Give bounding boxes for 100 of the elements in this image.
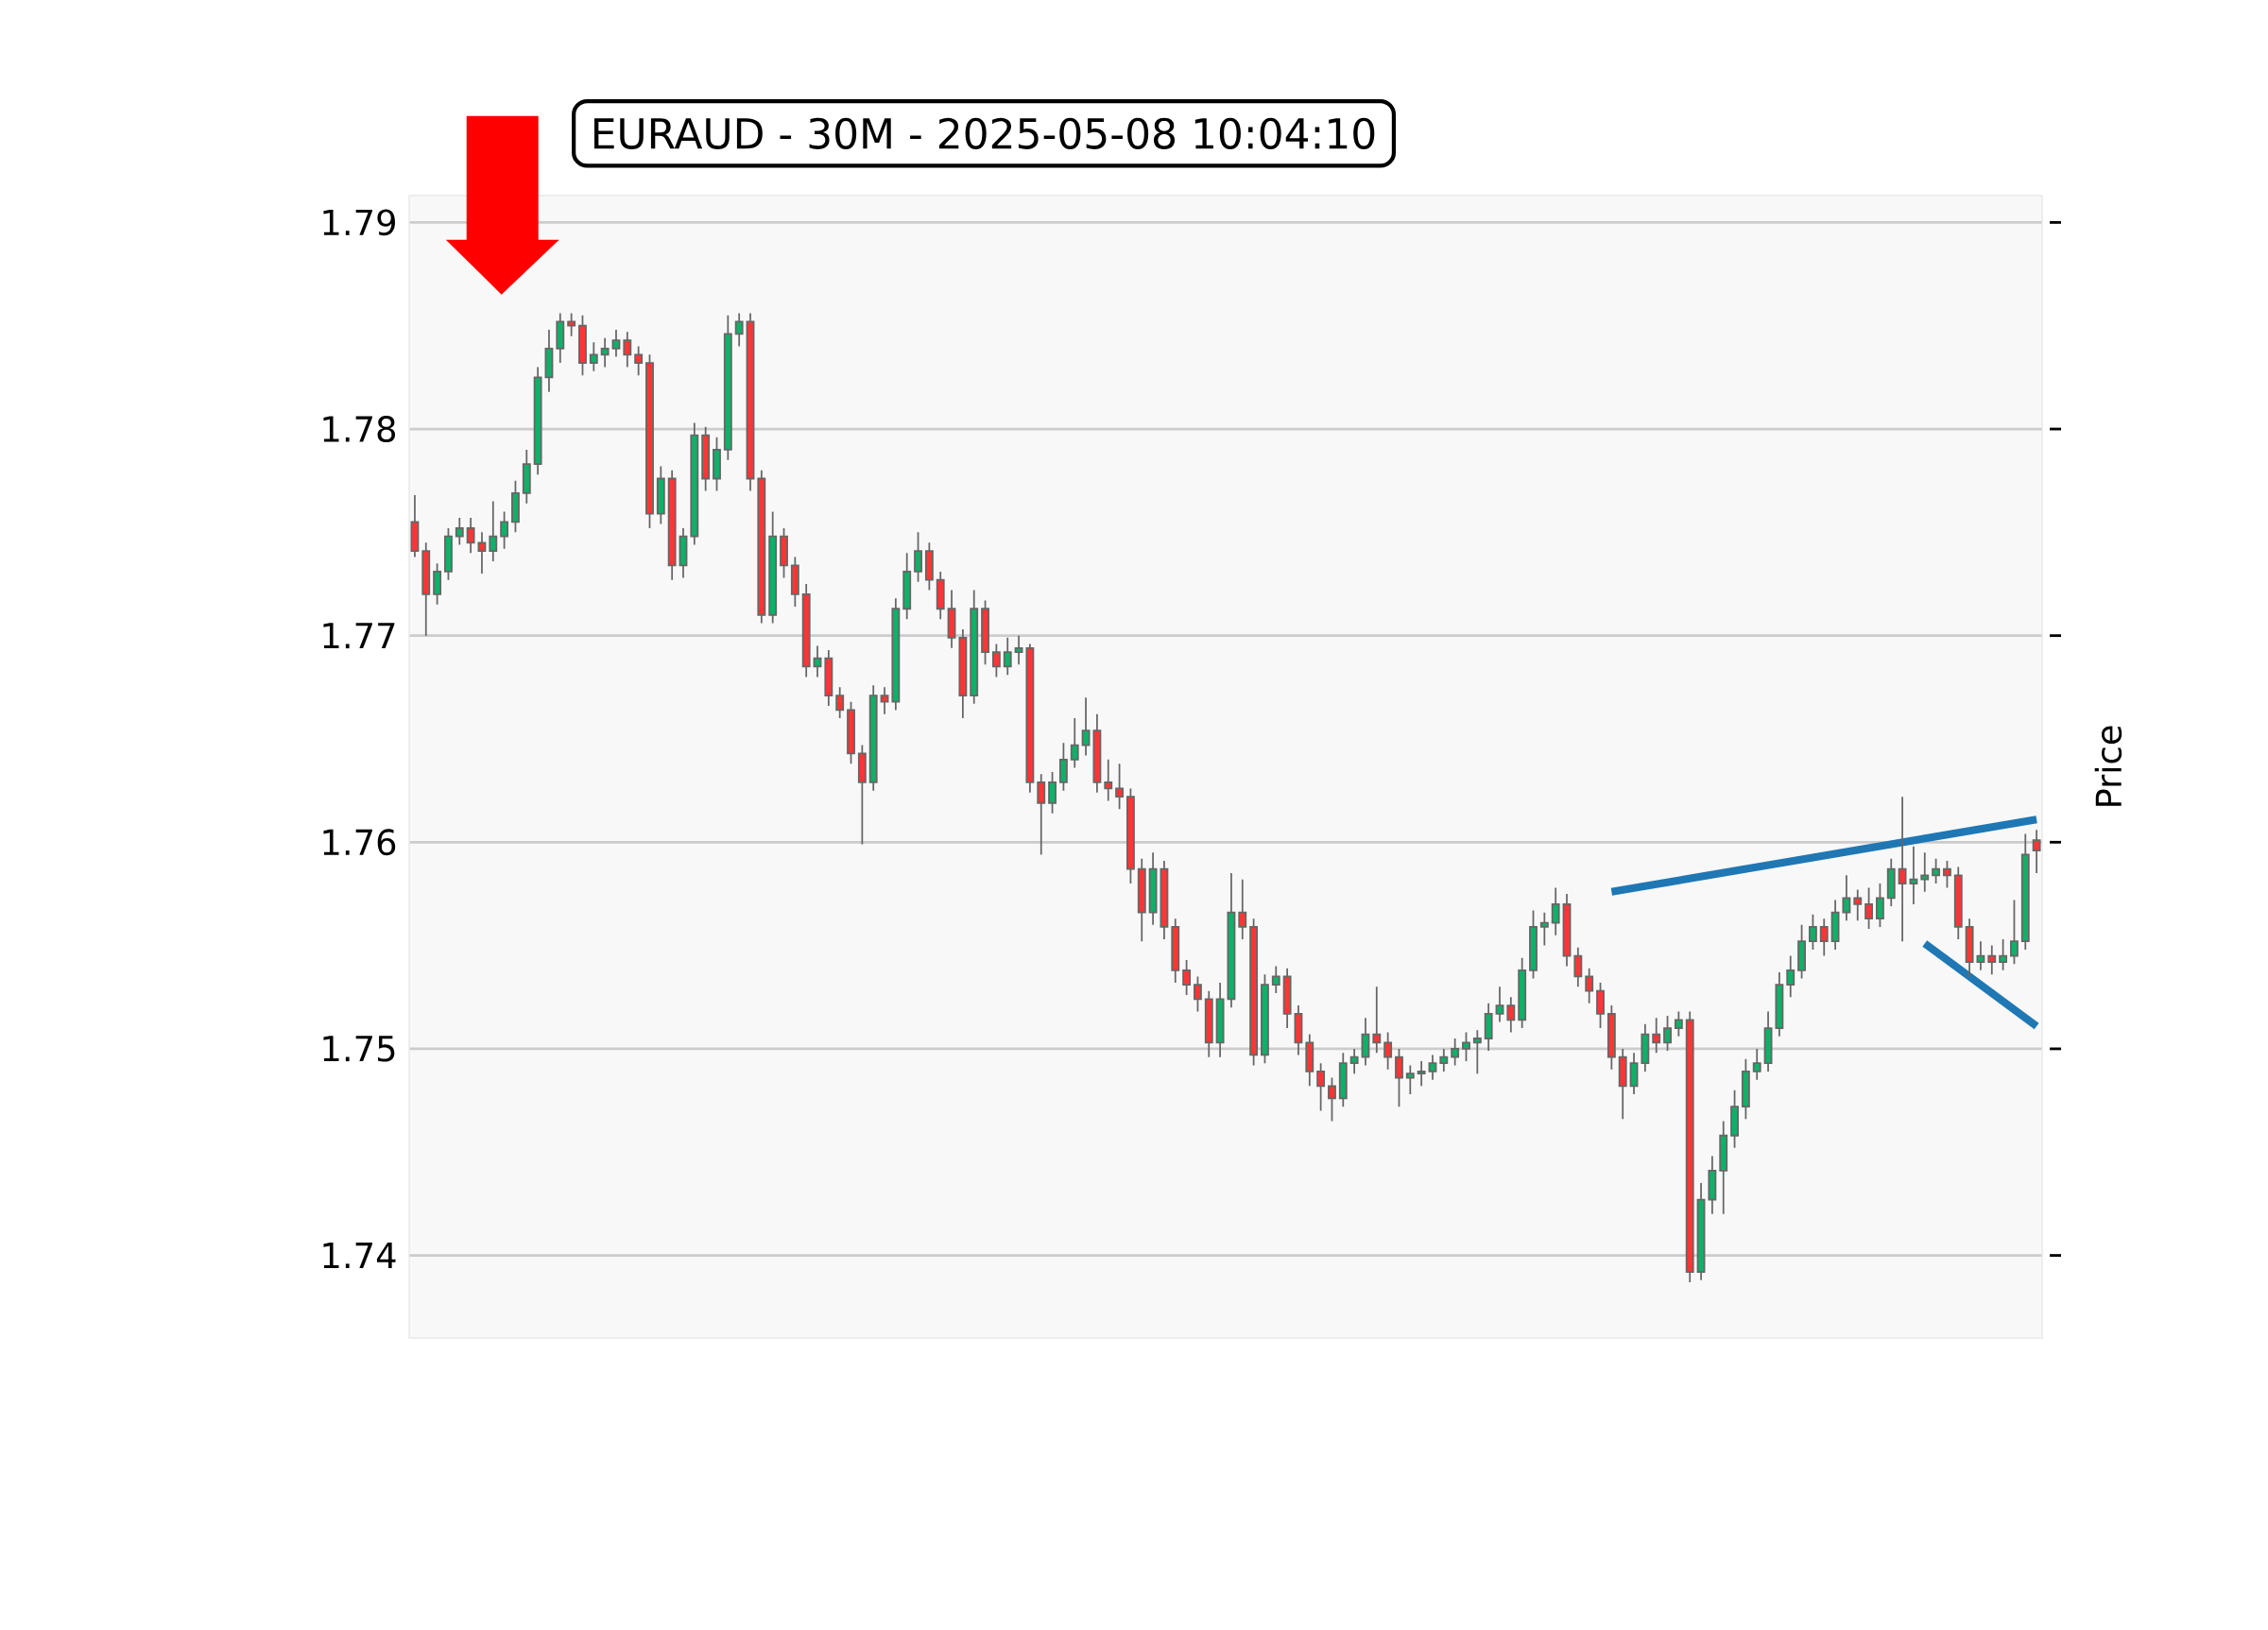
- candlestick: [589, 341, 598, 372]
- candlestick: [444, 527, 453, 581]
- candlestick: [701, 425, 711, 492]
- candlestick: [1451, 1038, 1460, 1067]
- candlestick: [667, 469, 677, 581]
- candlestick: [634, 345, 644, 377]
- candlestick: [1830, 899, 1840, 951]
- candlestick: [1417, 1060, 1426, 1088]
- candlestick: [645, 353, 654, 529]
- candlestick: [1148, 851, 1158, 926]
- candlestick: [1562, 893, 1572, 968]
- candlestick: [1864, 886, 1874, 930]
- candlestick: [813, 644, 822, 678]
- y-tick-label: 1.79: [323, 209, 395, 236]
- candlestick: [1349, 1048, 1359, 1075]
- candlestick: [914, 531, 922, 583]
- candlestick: [868, 684, 878, 792]
- candlestick: [600, 336, 610, 369]
- candlestick: [623, 331, 632, 369]
- candlestick: [511, 479, 520, 534]
- candlestick: [433, 562, 442, 606]
- candlestick: [1606, 1004, 1616, 1071]
- candlestick: [1629, 1052, 1639, 1095]
- candlestick: [1953, 866, 1963, 940]
- candlestick: [1596, 982, 1605, 1029]
- candlestick: [1125, 787, 1135, 884]
- candlestick: [1104, 758, 1113, 802]
- candlestick: [679, 527, 688, 579]
- candlestick: [757, 469, 766, 625]
- candlestick: [824, 649, 833, 707]
- candlestick: [1808, 913, 1817, 951]
- candlestick: [835, 686, 845, 719]
- candlestick: [410, 494, 420, 558]
- candlestick: [1439, 1048, 1449, 1072]
- y-tick-label: 1.77: [323, 623, 395, 649]
- candlestick: [611, 329, 621, 358]
- candlestick: [801, 583, 811, 678]
- candlestick: [1003, 636, 1012, 677]
- candlestick: [1305, 1033, 1314, 1088]
- candlestick: [567, 312, 576, 337]
- candlestick: [1238, 878, 1247, 940]
- candlestick: [891, 597, 901, 712]
- candlestick: [1641, 1022, 1650, 1072]
- y-tick-label: 1.76: [323, 829, 396, 856]
- candlestick: [1976, 940, 1985, 971]
- candlestick: [522, 449, 531, 505]
- candlestick: [981, 599, 989, 666]
- candlestick: [1271, 965, 1280, 994]
- candlestick: [1261, 973, 1269, 1065]
- candlestick: [1585, 967, 1594, 1004]
- candlestick: [500, 510, 509, 550]
- chart-title: EURAUD - 30M - 2025-05-08 10:04:10: [594, 117, 1375, 149]
- candlestick: [1663, 1015, 1672, 1052]
- candlestick: [1182, 959, 1192, 996]
- candlestick: [1965, 918, 1974, 978]
- candlestick: [1495, 986, 1504, 1023]
- candlestick: [1025, 643, 1035, 794]
- candlestick: [1708, 1155, 1717, 1215]
- candlestick: [1428, 1054, 1437, 1081]
- candlestick: [421, 541, 431, 637]
- candlestick: [857, 744, 867, 846]
- candlestick: [1674, 1010, 1683, 1038]
- candlestick: [477, 531, 487, 575]
- candlestick: [1539, 911, 1549, 947]
- candlestick: [1797, 923, 1806, 980]
- candlestick: [1506, 996, 1516, 1034]
- candlestick: [1294, 1004, 1303, 1056]
- candlestick: [991, 643, 1001, 678]
- candlestick: [924, 541, 934, 592]
- candlestick: [1171, 918, 1180, 984]
- candlestick: [1741, 1057, 1750, 1121]
- y-tick-label: 1.75: [323, 1036, 395, 1062]
- candlestick: [1204, 989, 1213, 1058]
- candlestick: [1282, 967, 1292, 1029]
- candlestick: [970, 589, 979, 705]
- candlestick: [1338, 1052, 1348, 1108]
- candlestick: [1551, 886, 1560, 936]
- candlestick: [1886, 857, 1896, 907]
- candlestick: [790, 556, 799, 608]
- candlestick: [1484, 1002, 1493, 1052]
- candlestick: [2020, 832, 2030, 951]
- candlestick: [1719, 1120, 1728, 1215]
- candlestick: [768, 510, 778, 625]
- candlestick: [936, 571, 945, 621]
- candlestick: [1518, 956, 1527, 1029]
- candlestick: [544, 329, 554, 393]
- candlestick: [1573, 946, 1583, 988]
- candlestick: [1037, 773, 1046, 856]
- candlestick: [1372, 986, 1382, 1055]
- candlestick: [1652, 1017, 1661, 1055]
- candlestick: [1618, 1048, 1627, 1121]
- y-tick-label: 1.78: [323, 416, 396, 442]
- candlestick: [1249, 918, 1259, 1067]
- candlestick: [1361, 1017, 1370, 1067]
- candlestick: [958, 628, 968, 719]
- candlestick: [1070, 717, 1079, 769]
- candlestick: [1227, 872, 1236, 1009]
- y-tick-label: 1.74: [323, 1243, 396, 1269]
- candlestick: [1987, 944, 1997, 976]
- candlestick: [1014, 634, 1023, 666]
